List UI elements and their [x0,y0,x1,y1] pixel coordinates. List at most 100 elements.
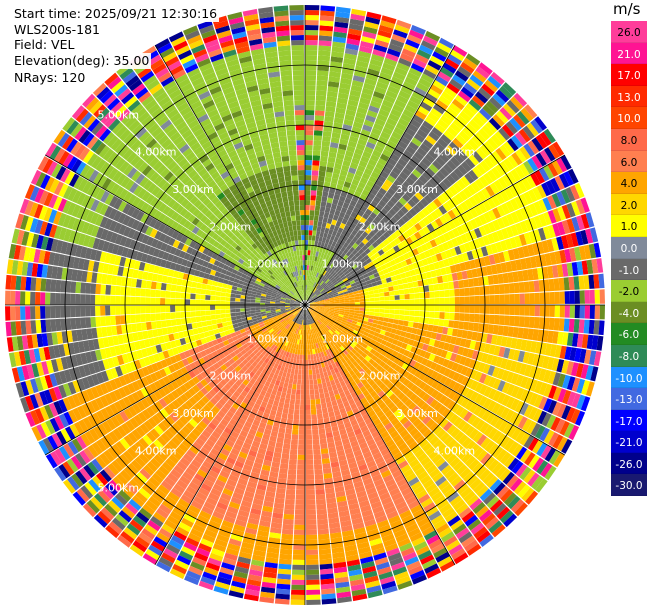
velocity-bin [349,302,355,305]
velocity-bin [371,95,383,104]
velocity-bin [524,305,530,316]
velocity-bin [397,140,408,150]
velocity-bin [325,106,336,113]
velocity-bin [305,285,307,291]
velocity-bin [328,151,337,159]
velocity-bin [306,295,309,301]
velocity-bin [294,514,305,520]
velocity-bin [463,242,472,252]
velocity-bin [281,412,288,419]
velocity-bin [288,459,297,465]
velocity-bin [323,186,330,193]
velocity-bin [527,140,540,155]
velocity-bin [579,305,585,319]
velocity-bin [442,177,453,188]
velocity-bin [312,225,318,231]
velocity-bin [560,189,571,204]
velocity-bin [433,103,446,115]
velocity-bin [293,539,305,545]
velocity-bin [353,70,367,78]
velocity-bin [293,544,305,550]
velocity-bin [578,319,585,334]
velocity-bin [420,272,428,280]
velocity-bin [340,246,346,253]
velocity-bin [335,254,341,261]
velocity-bin [406,220,414,229]
velocity-bin [462,187,473,199]
velocity-bin [401,239,409,248]
velocity-bin [560,155,572,170]
velocity-bin [317,285,322,291]
velocity-bin [390,153,400,162]
velocity-bin [522,125,535,140]
velocity-bin [499,190,510,202]
velocity-bin [361,87,374,96]
velocity-bin [372,149,382,158]
velocity-bin [347,99,359,107]
velocity-bin [419,311,425,317]
velocity-bin [469,229,478,240]
velocity-bin [568,318,575,333]
velocity-bin [498,284,505,294]
velocity-bin [355,260,362,267]
velocity-bin [390,196,399,205]
velocity-bin [320,242,325,248]
velocity-bin [397,218,406,226]
velocity-bin [479,305,485,314]
velocity-bin [305,295,306,300]
velocity-bin [305,499,316,505]
velocity-bin [459,288,465,297]
velocity-bin [323,284,329,290]
velocity-bin [411,275,418,282]
velocity-bin [324,249,330,255]
velocity-bin [465,102,479,115]
velocity-bin [279,553,292,560]
velocity-bin [382,62,396,72]
velocity-bin [333,266,339,272]
velocity-bin [474,295,480,305]
velocity-bin [443,319,450,328]
velocity-bin [378,242,386,249]
velocity-bin [435,75,449,87]
velocity-bin [564,305,570,318]
velocity-bin [321,258,326,264]
velocity-bin [519,146,531,160]
velocity-bin [529,293,535,305]
velocity-bin [344,280,350,285]
velocity-bin [338,87,350,95]
velocity-bin [355,169,364,177]
velocity-bin [312,255,316,261]
velocity-bin [364,78,377,86]
velocity-bin [277,568,292,575]
velocity-bin [414,293,420,299]
velocity-bin [308,359,312,365]
velocity-bin [353,266,360,273]
velocity-bin [419,124,431,135]
velocity-bin [296,484,305,490]
velocity-bin [408,186,418,195]
velocity-bin [430,145,442,156]
velocity-bin [354,116,365,125]
velocity-bin [347,259,354,265]
velocity-bin [320,274,324,280]
velocity-bin [403,43,418,54]
velocity-bin [341,260,348,266]
velocity-bin [410,24,426,35]
velocity-bin [312,165,320,171]
velocity-bin [312,155,321,161]
velocity-bin [391,76,404,86]
velocity-bin [294,524,305,530]
velocity-bin [492,93,506,107]
velocity-bin [534,305,540,317]
velocity-bin [310,354,314,360]
velocity-bin [305,105,315,111]
velocity-bin [369,308,375,312]
velocity-bin [300,384,305,390]
velocity-bin [341,275,347,281]
velocity-bin [328,294,334,298]
velocity-bin [331,132,341,139]
velocity-bin [326,280,331,285]
velocity-bin [422,97,435,108]
velocity-bin [535,134,548,149]
velocity-bin [398,289,405,295]
